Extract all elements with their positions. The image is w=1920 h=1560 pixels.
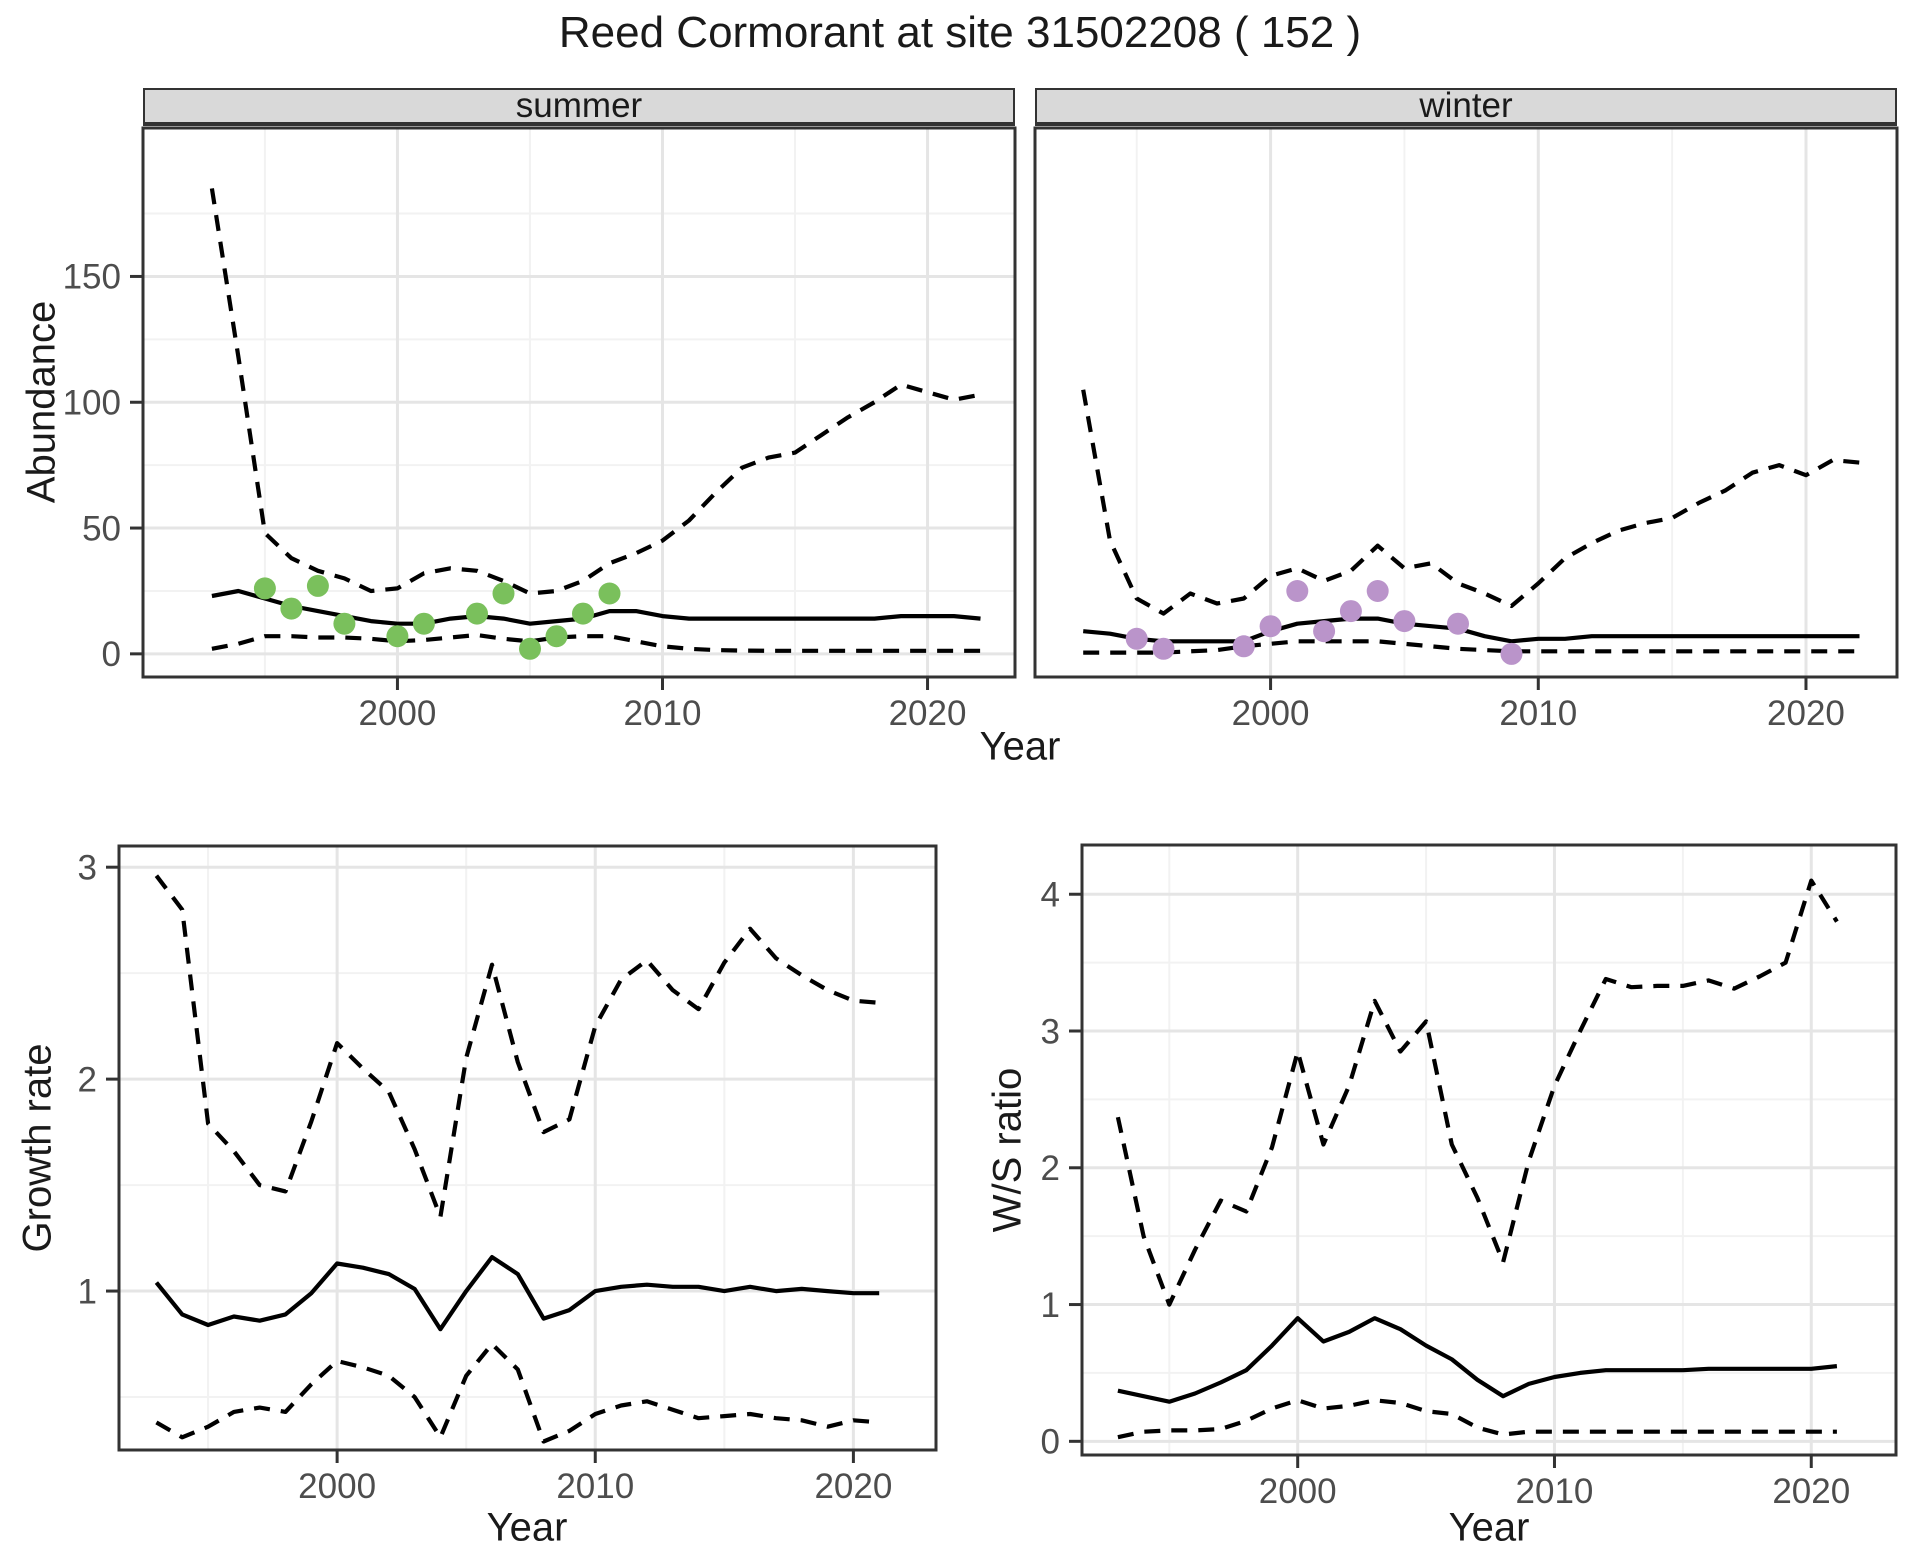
abundance-summer-observed-point: [306, 574, 329, 597]
abundance-winter-observed-point: [1286, 580, 1309, 602]
abundance-winter-observed-point: [1393, 610, 1416, 633]
abundance-winter-observed-point: [1232, 635, 1255, 658]
ws-year-axis-title: Year: [1448, 1505, 1530, 1550]
y-tick-label: 50: [82, 509, 121, 548]
facet-label-winter: winter: [1419, 86, 1513, 125]
growth-rate-panel-series: [154, 874, 880, 1444]
x-tick-label: 2000: [1259, 1472, 1337, 1511]
abundance-axis-title: Abundance: [19, 300, 64, 504]
abundance-summer-observed-point: [572, 602, 594, 625]
top-year-axis-title: Year: [979, 724, 1061, 769]
facet-strip-summer: summer: [143, 86, 1015, 126]
page-title: Reed Cormorant at site 31502208 ( 152 ): [558, 8, 1362, 57]
summer-abundance-panel-series: [209, 188, 981, 660]
y-tick-label: 0: [1041, 1423, 1060, 1462]
ws-ratio-axis-title: W/S ratio: [985, 1067, 1030, 1233]
y-tick-label: 150: [63, 258, 121, 297]
x-tick-label: 2010: [556, 1467, 634, 1506]
abundance-winter-observed-point: [1259, 615, 1282, 638]
y-tick-label: 3: [1041, 1012, 1060, 1051]
abundance-summer-observed-point: [253, 577, 276, 600]
y-tick-label: 1: [78, 1272, 97, 1311]
abundance-winter-observed-point: [1500, 642, 1523, 665]
ws-ratio-mean-line: [1117, 1316, 1838, 1404]
abundance-summer-observed-point: [492, 582, 515, 605]
abundance-winter-mean-line: [1083, 616, 1860, 644]
y-tick-label: 2: [1041, 1149, 1060, 1188]
ws-ratio-panel-series: [1115, 878, 1839, 1440]
abundance-summer-observed-point: [466, 602, 488, 625]
abundance-summer-observed-point: [386, 625, 409, 648]
facet-label-summer: summer: [515, 86, 643, 125]
growth-year-axis-title: Year: [486, 1505, 568, 1550]
growth-rate-lower_95ci-line: [155, 1341, 880, 1444]
x-tick-label: 2020: [1772, 1472, 1850, 1511]
ws-ratio-lower_95ci-line: [1117, 1398, 1837, 1440]
x-tick-label: 2000: [1232, 694, 1310, 733]
growth-rate-axis-title: Growth rate: [15, 1043, 60, 1253]
x-tick-label: 2010: [1499, 694, 1577, 733]
x-tick-label: 2020: [1767, 694, 1845, 733]
growth-rate-upper_95ci-line: [154, 874, 880, 1219]
abundance-winter-observed-point: [1447, 612, 1469, 635]
x-tick-label: 2010: [1516, 1472, 1594, 1511]
facet-strip-winter: winter: [1035, 86, 1897, 126]
x-tick-label: 2000: [298, 1467, 376, 1506]
abundance-winter-observed-point: [1125, 627, 1148, 650]
summer-abundance-panel: 2000 2010 2020 0 50 100 150: [63, 126, 1017, 733]
abundance-summer-observed-point: [519, 637, 541, 660]
abundance-summer-observed-point: [545, 625, 568, 648]
x-tick-label: 2010: [624, 694, 702, 733]
abundance-winter-upper_95ci-line: [1081, 389, 1860, 616]
abundance-winter-observed-point: [1313, 620, 1336, 643]
y-tick-label: 100: [63, 383, 121, 422]
abundance-summer-lower_95ci-line: [211, 632, 981, 653]
ws-ratio-panel: 2000 2010 2020 0 1 2 3 4: [1041, 843, 1898, 1511]
y-tick-label: 4: [1041, 875, 1060, 914]
winter-abundance-panel: 2000 2010 2020: [1033, 126, 1899, 733]
y-tick-label: 1: [1041, 1286, 1060, 1325]
y-tick-label: 0: [102, 635, 121, 674]
growth-rate-mean-line: [154, 1255, 880, 1332]
y-tick-label: 3: [78, 848, 97, 887]
y-tick-label: 2: [78, 1060, 97, 1099]
ws-ratio-upper_95ci-line: [1115, 878, 1839, 1307]
abundance-summer-observed-point: [333, 612, 356, 635]
abundance-summer-observed-point: [598, 582, 621, 605]
abundance-winter-lower_95ci-line: [1083, 639, 1860, 655]
abundance-winter-observed-point: [1152, 637, 1175, 660]
x-tick-label: 2020: [814, 1467, 892, 1506]
x-tick-label: 2020: [889, 694, 967, 733]
growth-rate-panel: 2000 2010 2020 1 2 3: [78, 844, 938, 1506]
winter-abundance-panel-series: [1081, 389, 1860, 665]
abundance-summer-observed-point: [412, 612, 435, 635]
abundance-summer-observed-point: [280, 597, 303, 620]
abundance-winter-observed-point: [1366, 580, 1389, 602]
x-tick-label: 2000: [359, 694, 437, 733]
abundance-summer-upper_95ci-line: [209, 188, 981, 596]
abundance-winter-observed-point: [1339, 600, 1362, 623]
